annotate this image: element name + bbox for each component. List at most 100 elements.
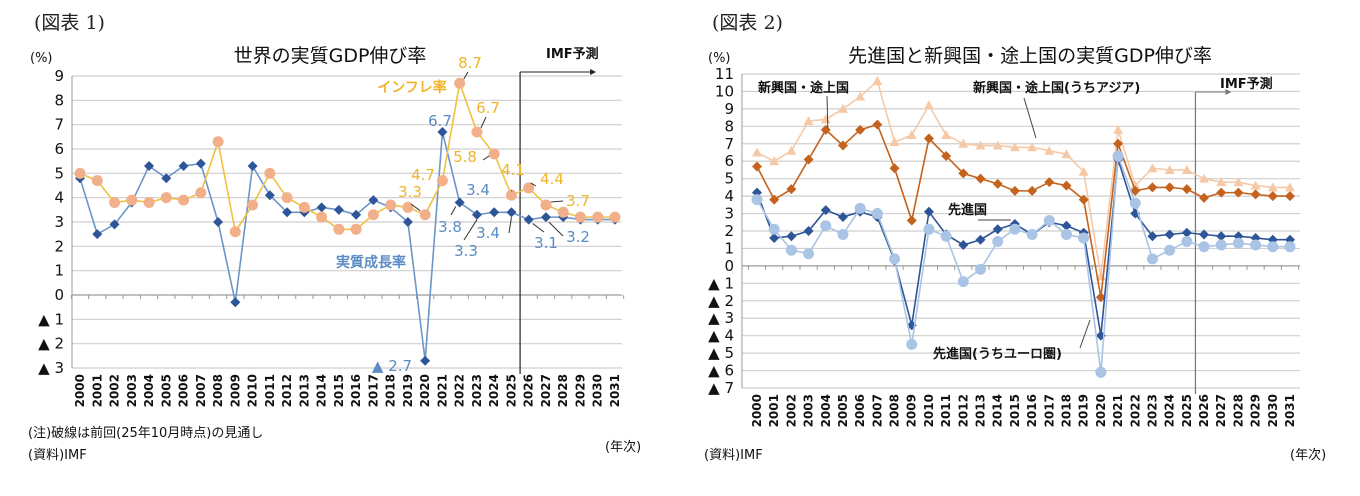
x-tick-label: 2012: [280, 374, 294, 407]
x-tick-label: 2001: [767, 394, 781, 427]
data-point: [1181, 235, 1193, 247]
data-point: [1250, 189, 1261, 200]
data-point: [1250, 239, 1262, 251]
data-label: ▲ 2.7: [372, 357, 412, 375]
data-point: [368, 195, 379, 206]
data-point: [1113, 138, 1124, 149]
x-tick-label: 2025: [1180, 394, 1194, 427]
series-label-advanced: 先進国: [948, 202, 987, 218]
data-point: [1078, 166, 1089, 176]
data-point: [1112, 150, 1124, 162]
leader-line: [510, 189, 513, 192]
data-point: [1147, 231, 1158, 242]
data-point: [92, 229, 103, 240]
x-tick-label: 2018: [1059, 394, 1073, 427]
y-tick-label: ▲ 2: [38, 335, 64, 353]
y-tick-label: 0: [724, 257, 734, 275]
data-point: [1232, 237, 1244, 249]
y-tick-label: ▲ 1: [38, 310, 64, 328]
y-tick-label: 4: [54, 189, 64, 207]
data-point: [333, 223, 345, 235]
data-point: [941, 150, 952, 161]
leader-line: [1023, 97, 1037, 139]
x-tick-label: 2030: [591, 374, 605, 407]
data-point: [940, 230, 952, 242]
y-tick-label: ▲ 2: [708, 292, 734, 310]
data-label: 3.4: [476, 224, 500, 242]
data-point: [1199, 192, 1210, 203]
data-point: [958, 138, 969, 148]
data-point: [1164, 244, 1176, 256]
x-tick-label: 2004: [142, 374, 156, 407]
y-tick-label: ▲ 3: [708, 309, 734, 327]
y-tick-label: ▲ 4: [708, 327, 734, 345]
figure-1-note: (注)破線は前回(25年10月時点)の見通し: [28, 426, 264, 441]
data-point: [837, 103, 848, 113]
x-tick-label: 2023: [470, 374, 484, 407]
data-point: [957, 276, 969, 288]
figure-2-source: (資料)IMF: [704, 448, 763, 463]
y-tick-label: 1: [724, 239, 734, 257]
data-label: 6.7: [476, 99, 500, 117]
data-point: [247, 199, 259, 211]
x-tick-label: 2013: [297, 374, 311, 407]
data-point: [1233, 177, 1244, 187]
data-point: [752, 147, 762, 157]
data-point: [854, 202, 866, 214]
data-point: [298, 201, 310, 213]
x-tick-label: 2028: [556, 374, 570, 407]
data-point: [1181, 227, 1192, 238]
data-point: [1216, 187, 1227, 198]
chart-title: 世界の実質GDP伸び率: [234, 45, 427, 67]
data-point: [803, 154, 814, 165]
data-point: [229, 226, 241, 238]
data-point: [1216, 231, 1227, 242]
data-point: [1285, 182, 1295, 192]
data-point: [889, 253, 901, 265]
y-axis-unit: (%): [708, 51, 731, 66]
leader-line: [410, 203, 421, 212]
data-point: [1129, 197, 1141, 209]
y-tick-label: 9: [724, 100, 734, 118]
data-point: [751, 194, 763, 206]
data-point: [786, 231, 797, 242]
x-tick-label: 2022: [453, 374, 467, 407]
data-point: [402, 217, 413, 227]
leader-line: [480, 116, 487, 129]
data-point: [436, 175, 448, 187]
x-tick-label: 2011: [263, 374, 277, 407]
series-line-1: [79, 80, 615, 234]
data-point: [247, 161, 258, 172]
x-tick-label: 2017: [1042, 394, 1056, 427]
data-point: [992, 224, 1003, 235]
data-point: [1130, 180, 1141, 190]
x-tick-label: 2019: [401, 374, 415, 407]
data-point: [178, 194, 190, 206]
data-point: [1095, 366, 1107, 378]
data-point: [230, 297, 241, 308]
data-point: [769, 194, 780, 205]
data-point: [1027, 185, 1038, 196]
data-point: [820, 114, 831, 124]
figure-2-xunit: (年次): [1290, 448, 1327, 463]
data-point: [923, 100, 934, 110]
figure-1-panel: (図表 1) 世界の実質GDP伸び率 (%) 9 8 7 6 5 4 3 2 1 0 ▲ 1 ▲ 2 ▲ 3…: [28, 12, 642, 463]
y-tick-label: 3: [54, 213, 64, 231]
data-label: 3.3: [398, 183, 422, 201]
series-label-emerging: 新興国・途上国: [758, 80, 849, 96]
data-point: [872, 119, 883, 130]
x-tick-label: 2028: [1231, 394, 1245, 427]
data-point: [1215, 239, 1227, 251]
data-point: [906, 338, 918, 350]
x-tick-label: 2005: [836, 394, 850, 427]
data-point: [786, 184, 797, 195]
data-point: [212, 136, 224, 148]
y-tick-label: 2: [54, 237, 64, 255]
data-point: [1061, 149, 1072, 159]
data-point: [941, 130, 952, 140]
figure-1-xunit: (年次): [605, 440, 642, 455]
y-tick-label: 3: [724, 205, 734, 223]
data-label: 4.7: [411, 166, 435, 184]
series-line-1: [756, 123, 1290, 298]
data-point: [523, 214, 534, 225]
